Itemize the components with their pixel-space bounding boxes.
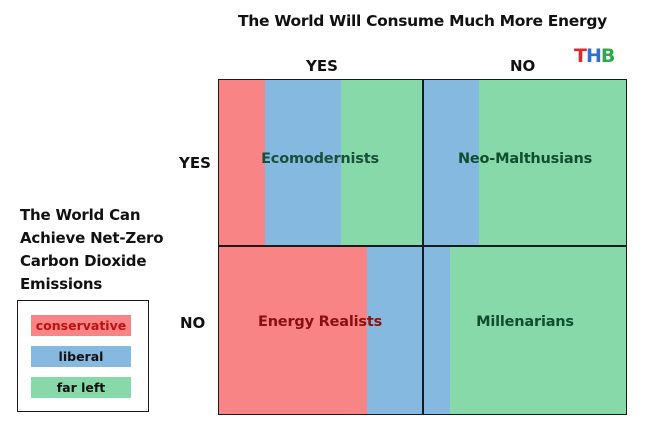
segment-far-left [449, 246, 627, 415]
quadrant-label: Ecomodernists [261, 151, 379, 167]
segment-liberal [264, 79, 341, 245]
row-axis-label: The World Can Achieve Net-Zero Carbon Di… [20, 204, 164, 296]
quadrant-neo-malthusians: Neo-Malthusians [423, 79, 627, 245]
quadrant-millenarians: Millenarians [423, 246, 627, 415]
legend-item-far-left: far left [31, 377, 131, 398]
row-header-no: NO [180, 314, 206, 332]
row-axis-label-line: The World Can [20, 206, 141, 224]
segment-liberal [366, 246, 422, 415]
quadrant-label: Neo-Malthusians [457, 151, 593, 167]
row-axis-label-line: Emissions [20, 275, 103, 293]
thb-logo: THB [574, 45, 616, 67]
row-axis-label-line: Achieve Net-Zero [20, 229, 164, 247]
logo-letter-h: H [585, 45, 602, 67]
column-header-yes: YES [306, 57, 338, 75]
logo-letter-b: B [600, 45, 616, 67]
diagram-title: The World Will Consume Much More Energy [238, 12, 607, 30]
segment-conservative [218, 246, 368, 415]
legend-item-liberal: liberal [31, 346, 131, 367]
vertical-divider [422, 79, 424, 415]
quadrant-label: Energy Realists [257, 314, 382, 330]
quadrant-grid: Ecomodernists Neo-Malthusians Energy Rea… [218, 79, 627, 415]
segment-far-left [340, 79, 422, 245]
segment-far-left [478, 79, 627, 245]
segment-conservative [218, 79, 266, 245]
segment-liberal [423, 79, 479, 245]
row-header-yes: YES [179, 154, 211, 172]
segment-liberal [423, 246, 451, 415]
logo-letter-t: T [574, 45, 587, 67]
row-axis-label-line: Carbon Dioxide [20, 252, 147, 270]
quadrant-ecomodernists: Ecomodernists [218, 79, 422, 245]
horizontal-divider [218, 245, 627, 247]
column-header-no: NO [510, 57, 536, 75]
quadrant-label: Millenarians [476, 314, 574, 330]
legend-item-conservative: conservative [31, 315, 131, 336]
legend: conservative liberal far left [17, 300, 149, 412]
quadrant-energy-realists: Energy Realists [218, 246, 422, 415]
